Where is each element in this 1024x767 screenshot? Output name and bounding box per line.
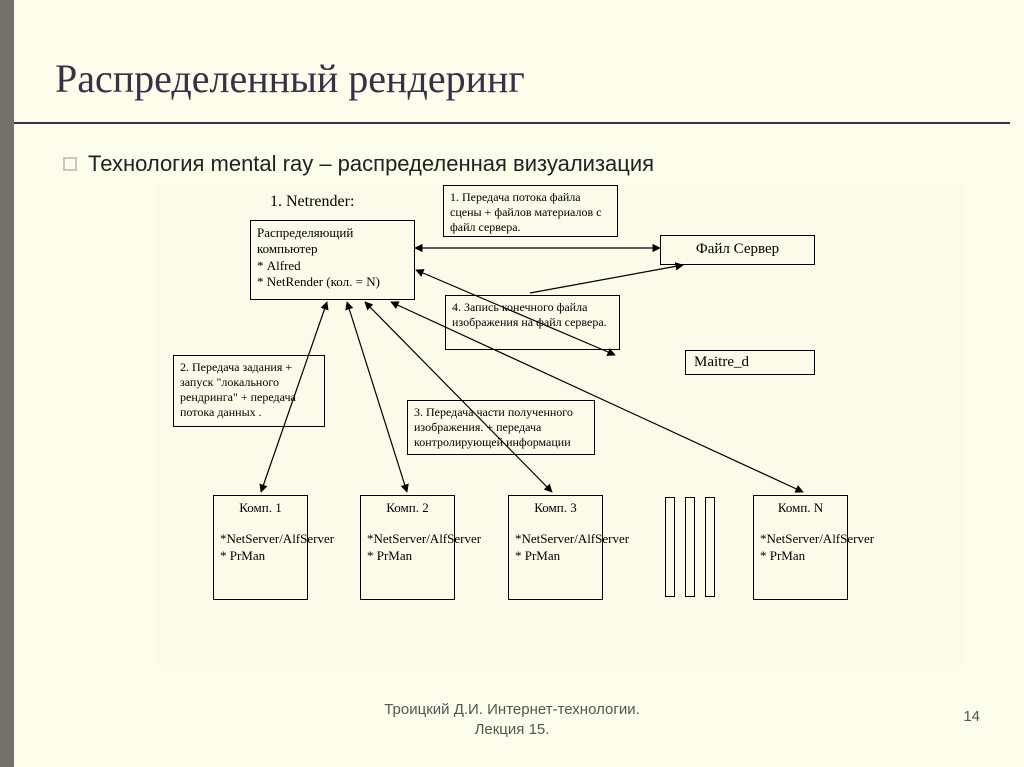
box-msg4: 4. Запись конечного файла изображения на…: [445, 295, 620, 350]
ellipsis-rect: [685, 497, 695, 597]
comp1-title: Комп. 1: [220, 500, 301, 517]
box-comp1: Комп. 1 *NetServer/AlfServer* PrMan: [213, 495, 308, 600]
footer-line1: Троицкий Д.И. Интернет-технологии.: [384, 701, 640, 718]
comp3-title: Комп. 3: [515, 500, 596, 517]
compN-title: Комп. N: [760, 500, 841, 517]
comp3-lines: *NetServer/AlfServer* PrMan: [515, 531, 596, 565]
box-maitre-d: Maitre_d: [685, 350, 815, 375]
page-number: 14: [963, 708, 980, 725]
diagram-container: 1. Netrender: Распределяющий компьютер* …: [155, 185, 965, 665]
box-comp3: Комп. 3 *NetServer/AlfServer* PrMan: [508, 495, 603, 600]
box-file-server: Файл Сервер: [660, 235, 815, 265]
bullet-icon: [63, 157, 77, 171]
title-underline: [14, 122, 1010, 124]
box-comp2: Комп. 2 *NetServer/AlfServer* PrMan: [360, 495, 455, 600]
footer-line2: Лекция 15.: [475, 721, 550, 738]
page-title: Распределенный рендеринг: [55, 55, 525, 102]
box-msg3: 3. Передача части полученного изображени…: [407, 400, 595, 455]
footer: Троицкий Д.И. Интернет-технологии. Лекци…: [0, 700, 1024, 739]
box-msg1: 1. Передача потока файла сцены + файлов …: [443, 185, 618, 237]
left-accent-stripe: [0, 0, 14, 767]
ellipsis-rect: [705, 497, 715, 597]
box-distributor: Распределяющий компьютер* Alfred* NetRen…: [250, 220, 415, 300]
ellipsis-rect: [665, 497, 675, 597]
comp2-title: Комп. 2: [367, 500, 448, 517]
box-compN: Комп. N *NetServer/AlfServer* PrMan: [753, 495, 848, 600]
box-msg2: 2. Передача задания + запуск "локального…: [173, 355, 325, 427]
comp2-lines: *NetServer/AlfServer* PrMan: [367, 531, 448, 565]
bullet-text: Технология mental ray – распределенная в…: [88, 151, 654, 177]
diagram-title: 1. Netrender:: [270, 193, 354, 211]
compN-lines: *NetServer/AlfServer* PrMan: [760, 531, 841, 565]
comp1-lines: *NetServer/AlfServer* PrMan: [220, 531, 301, 565]
